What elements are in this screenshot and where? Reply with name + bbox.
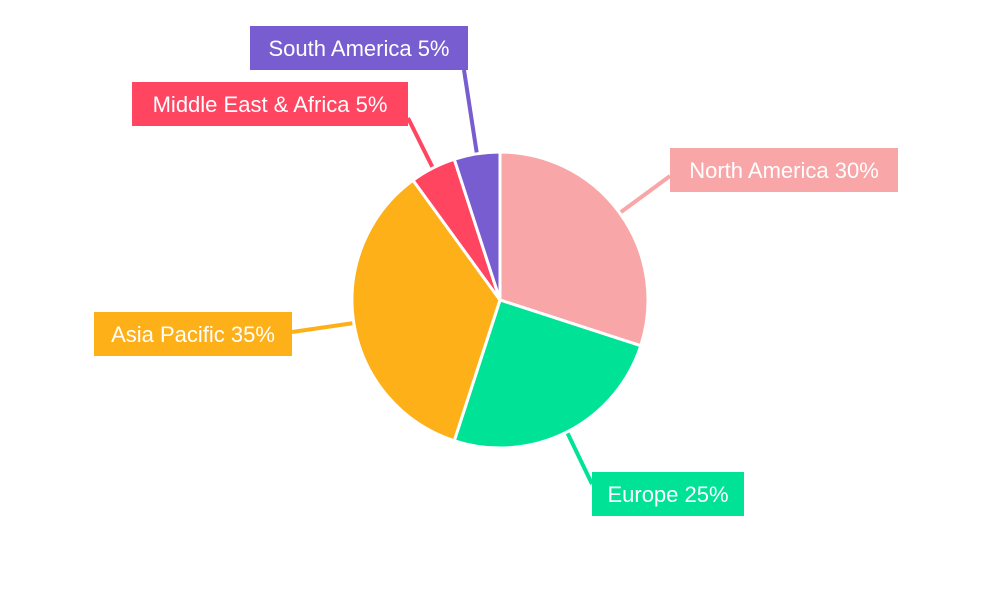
data-label-box — [94, 312, 292, 356]
pie-slice[interactable] — [452, 298, 643, 450]
data-label: Asia Pacific 35% — [94, 312, 292, 356]
data-label-text: South America 5% — [269, 36, 450, 61]
data-label: Middle East & Africa 5% — [132, 82, 408, 126]
data-label-box — [592, 472, 744, 516]
data-label-text: North America 30% — [689, 158, 879, 183]
pie-slice[interactable] — [350, 178, 502, 443]
leader-line — [462, 69, 481, 165]
data-label-text: Asia Pacific 35% — [111, 322, 275, 347]
data-label: North America 30% — [670, 148, 898, 192]
pie-slice[interactable] — [498, 150, 650, 348]
data-label-text: Middle East & Africa 5% — [153, 92, 388, 117]
data-label-box — [670, 148, 898, 192]
data-label-text: Europe 25% — [607, 482, 728, 507]
data-label-box — [250, 26, 468, 70]
leader-line — [291, 319, 364, 334]
data-label-box — [132, 82, 408, 126]
pie-slice[interactable] — [452, 150, 502, 301]
data-label: South America 5% — [250, 26, 468, 70]
leader-line — [610, 174, 672, 221]
data-label: Europe 25% — [592, 472, 744, 516]
